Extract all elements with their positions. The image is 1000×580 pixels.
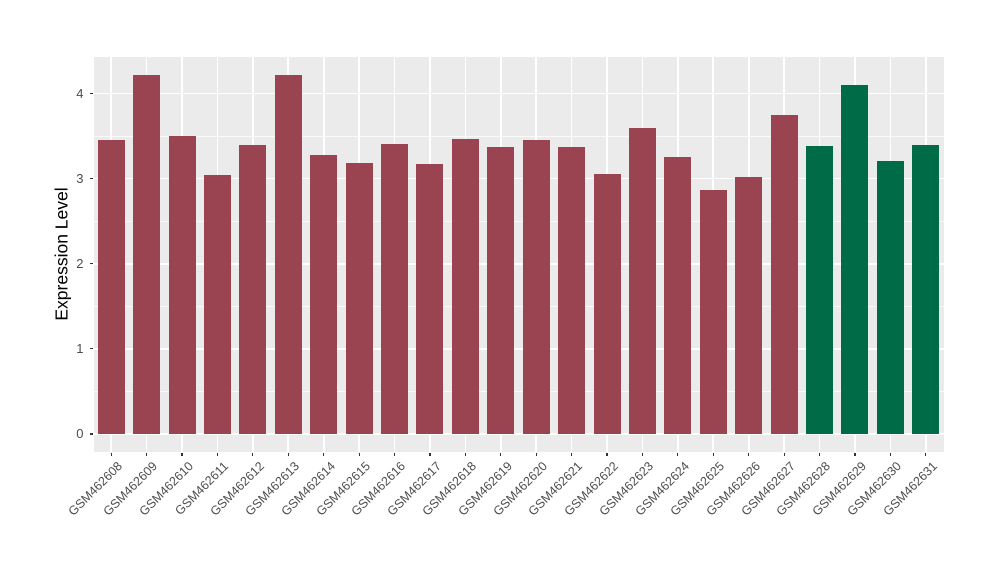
bar [876, 160, 904, 434]
x-tick-mark [854, 452, 856, 456]
gridline-major-y [93, 92, 944, 95]
x-tick-mark [783, 452, 785, 456]
x-tick-mark [358, 452, 360, 456]
bar [487, 147, 515, 434]
x-tick-mark [818, 452, 821, 456]
bar [628, 127, 656, 434]
y-tick-label: 1 [76, 340, 84, 356]
x-tick-mark [889, 452, 891, 456]
bar [239, 144, 267, 434]
bar [168, 136, 196, 434]
x-tick-mark [500, 452, 502, 456]
bar [203, 175, 231, 434]
y-tick-mark [90, 93, 93, 95]
x-tick-mark [535, 452, 537, 456]
x-tick-mark [677, 452, 679, 456]
x-tick-mark [429, 452, 431, 456]
bar [416, 164, 444, 434]
gridline-major-y [93, 263, 944, 265]
bar [735, 176, 763, 434]
gridline-major-y [93, 433, 944, 435]
bar [310, 154, 338, 434]
gridline-major-y [93, 177, 944, 180]
bar [770, 114, 798, 434]
gridline-minor-y [93, 220, 944, 222]
x-tick-mark [287, 452, 289, 456]
gridline-major-y [93, 348, 944, 350]
x-tick-mark [146, 452, 148, 456]
x-tick-mark [571, 452, 573, 456]
x-tick-mark [110, 452, 112, 456]
gridline-minor-y [93, 390, 944, 392]
bar [806, 146, 834, 434]
bar [97, 140, 125, 434]
bar [699, 189, 727, 434]
x-tick-mark [606, 452, 608, 456]
x-tick-mark [252, 452, 254, 456]
y-axis-title: Expression Level [51, 187, 72, 321]
plot-panel [93, 57, 944, 452]
y-tick-label: 4 [76, 85, 84, 101]
bar [345, 163, 373, 434]
bar [912, 144, 940, 434]
y-tick-mark [90, 348, 93, 350]
bar [664, 156, 692, 434]
bar [451, 138, 479, 434]
x-tick-mark [393, 452, 396, 456]
bar [841, 85, 869, 434]
y-tick-label: 3 [76, 170, 84, 186]
x-tick-mark [925, 452, 927, 456]
x-tick-mark [216, 452, 219, 456]
x-tick-mark [712, 452, 714, 456]
bar [274, 74, 302, 434]
y-tick-mark [90, 433, 93, 435]
gridline-minor-y [93, 135, 944, 137]
x-tick-mark [181, 452, 183, 456]
x-tick-mark [464, 452, 466, 456]
x-tick-mark [323, 452, 325, 456]
bar [522, 140, 550, 434]
bar [381, 143, 409, 434]
bar [593, 173, 621, 434]
y-tick-mark [90, 263, 93, 265]
x-tick-mark [748, 452, 750, 456]
bar [558, 147, 586, 434]
y-tick-label: 2 [76, 255, 84, 271]
y-tick-mark [90, 178, 93, 180]
x-tick-mark [641, 452, 644, 456]
bar [133, 74, 161, 434]
y-tick-label: 0 [76, 426, 84, 441]
gridline-minor-y [93, 305, 944, 307]
